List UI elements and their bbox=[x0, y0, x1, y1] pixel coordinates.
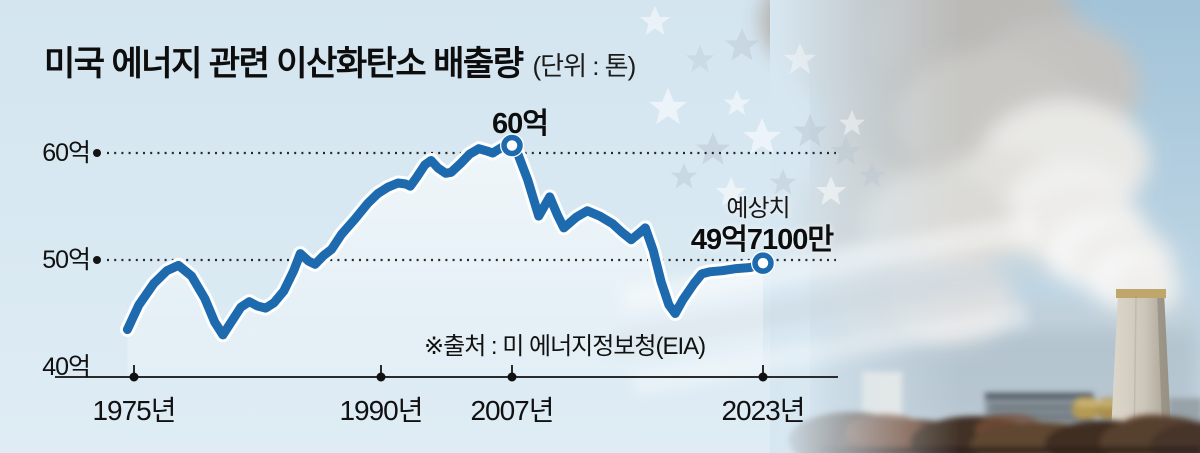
y-tick-label: 40억 bbox=[42, 353, 91, 381]
data-markers bbox=[500, 133, 775, 276]
x-tick-dot bbox=[129, 372, 139, 382]
x-tick-label: 2007년 bbox=[470, 395, 554, 426]
x-tick-label: 2023년 bbox=[721, 395, 805, 426]
star-icon bbox=[724, 28, 760, 61]
x-tick-dot bbox=[758, 372, 768, 382]
line-core bbox=[122, 141, 768, 340]
smokestack-chimney bbox=[1110, 289, 1172, 453]
y-tick-label: 50억 bbox=[42, 246, 91, 274]
x-tick-dot bbox=[507, 372, 517, 382]
title-text: 미국 에너지 관련 이산화탄소 배출량 bbox=[44, 45, 524, 83]
peak-annotation: 60억 bbox=[492, 108, 549, 140]
gridlines bbox=[93, 149, 836, 264]
star-icon bbox=[670, 163, 698, 189]
x-axis bbox=[55, 365, 838, 382]
source-note: ※출처 : 미 에너지정보청(EIA) bbox=[424, 333, 706, 360]
x-tick-label: 1975년 bbox=[92, 395, 176, 426]
star-icon bbox=[723, 90, 751, 116]
y-tick-label: 60억 bbox=[42, 139, 91, 167]
star-icon bbox=[648, 88, 688, 125]
page-title: 미국 에너지 관련 이산화탄소 배출량 (단위 : 톤) bbox=[44, 36, 636, 85]
marker-2023 bbox=[752, 252, 774, 274]
marker-2007 bbox=[501, 134, 523, 157]
area-fill bbox=[127, 145, 763, 377]
star-icon bbox=[695, 132, 731, 165]
star-icon bbox=[639, 6, 671, 35]
area-under-curve bbox=[127, 145, 763, 377]
x-tick-label: 1990년 bbox=[339, 395, 423, 426]
forecast-caption: 예상치 bbox=[726, 195, 790, 222]
star-icon bbox=[685, 45, 715, 73]
x-tick-dot bbox=[376, 372, 386, 382]
forecast-value: 49억7100만 bbox=[690, 224, 834, 256]
unit-label: (단위 : 톤) bbox=[532, 51, 636, 81]
gridline-dot bbox=[93, 256, 101, 264]
emissions-line bbox=[119, 138, 771, 343]
gridline-dot bbox=[93, 149, 101, 157]
